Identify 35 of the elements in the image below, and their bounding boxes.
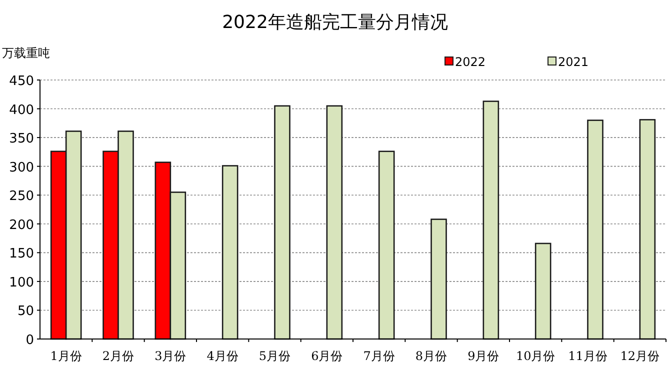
y-tick-label: 300 bbox=[9, 160, 34, 176]
bar bbox=[222, 165, 238, 340]
chart-title: 2022年造船完工量分月情况 bbox=[222, 12, 448, 33]
bar bbox=[326, 105, 343, 340]
x-tick-label: 3月份 bbox=[154, 349, 186, 363]
bar bbox=[534, 242, 552, 340]
y-tick-label: 0 bbox=[26, 333, 34, 348]
x-tick-label: 9月份 bbox=[468, 349, 500, 363]
x-tick-label: 10月份 bbox=[516, 349, 556, 363]
x-tick-label: 1月份 bbox=[50, 349, 82, 363]
y-axis-title: 万载重吨 bbox=[2, 46, 50, 60]
y-tick-label: 350 bbox=[9, 132, 34, 147]
bar bbox=[430, 218, 447, 340]
bar bbox=[274, 105, 290, 340]
y-tick-label: 450 bbox=[9, 74, 34, 89]
y-tick-label: 250 bbox=[9, 189, 34, 204]
y-tick-label: 100 bbox=[9, 275, 34, 290]
y-tick-label: 200 bbox=[9, 218, 34, 233]
legend-label: 2021 bbox=[558, 55, 589, 69]
x-tick-label: 8月份 bbox=[415, 349, 448, 363]
x-tick-label: 4月份 bbox=[206, 349, 238, 363]
x-tick-label: 11月份 bbox=[568, 349, 608, 363]
x-tick-label: 12月份 bbox=[620, 349, 660, 363]
bar bbox=[482, 100, 500, 340]
y-tick-label: 50 bbox=[17, 304, 34, 320]
x-tick-label: 7月份 bbox=[363, 349, 395, 363]
y-tick-label: 150 bbox=[9, 246, 34, 262]
y-tick-label: 400 bbox=[9, 102, 34, 118]
bar bbox=[587, 120, 604, 340]
bar bbox=[639, 119, 656, 340]
x-tick-label: 6月份 bbox=[311, 349, 343, 363]
legend-label: 2022 bbox=[455, 55, 486, 69]
x-tick-label: 2月份 bbox=[102, 349, 134, 363]
bar bbox=[378, 150, 395, 340]
x-tick-label: 5月份 bbox=[258, 349, 291, 363]
